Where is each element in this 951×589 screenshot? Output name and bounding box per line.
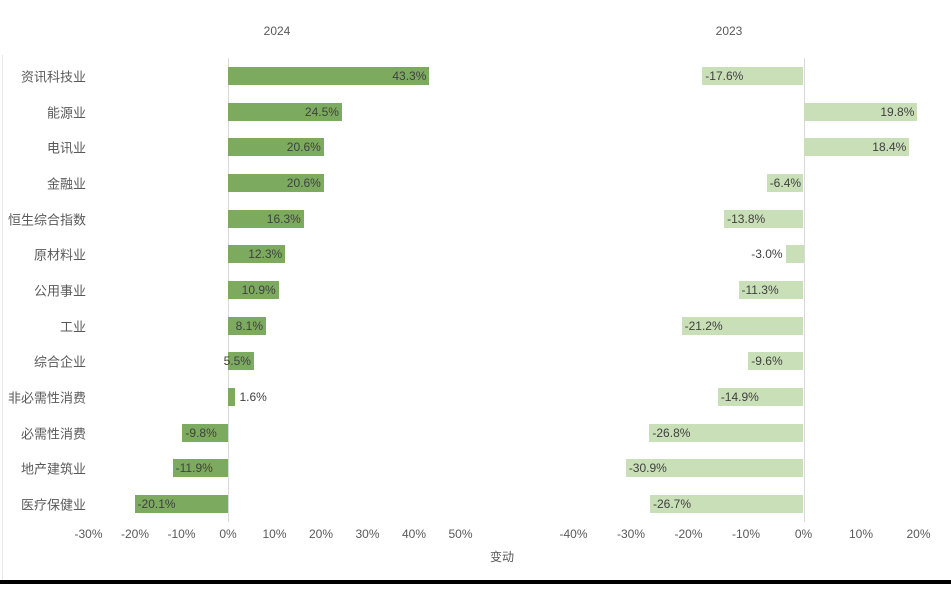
bar-value-label: 24.5% bbox=[304, 104, 339, 119]
bar bbox=[228, 102, 342, 121]
bar-value-label: -20.1% bbox=[137, 497, 176, 512]
x-axis-label: 变动 bbox=[489, 550, 515, 564]
bar bbox=[649, 495, 804, 514]
bar bbox=[625, 459, 804, 478]
bar-value-label: -3.0% bbox=[751, 247, 783, 262]
bar-value-label: 20.6% bbox=[286, 140, 321, 155]
bar-value-label: 8.1% bbox=[235, 318, 264, 333]
bar bbox=[228, 245, 286, 264]
bar-value-label: -6.4% bbox=[769, 175, 802, 190]
category-label: 医疗保健业 bbox=[20, 497, 86, 513]
x-tick-label: 20% bbox=[906, 527, 931, 541]
left-border-line bbox=[2, 55, 3, 580]
bar-value-label: -21.2% bbox=[684, 318, 723, 333]
x-tick-label: -20% bbox=[120, 527, 150, 541]
bar bbox=[748, 352, 804, 371]
bar bbox=[724, 209, 804, 228]
category-label: 金融业 bbox=[46, 176, 86, 192]
bar-value-label: -26.8% bbox=[652, 425, 691, 440]
x-tick-label: -40% bbox=[559, 527, 588, 541]
x-tick-label: -20% bbox=[674, 527, 703, 541]
bar-value-label: 20.6% bbox=[286, 175, 321, 190]
bar-value-label: 18.4% bbox=[872, 140, 907, 155]
bar-value-label: 10.9% bbox=[241, 283, 276, 297]
bar bbox=[702, 66, 804, 85]
x-tick-label: 30% bbox=[355, 527, 380, 541]
bar bbox=[766, 173, 804, 192]
category-label: 原材料业 bbox=[33, 247, 86, 263]
x-tick-label: -30% bbox=[616, 527, 646, 541]
bar-value-label: -11.3% bbox=[741, 283, 779, 297]
bar-value-label: -13.8% bbox=[727, 211, 766, 226]
bar-value-label: 16.3% bbox=[266, 211, 301, 226]
bar bbox=[182, 423, 228, 442]
category-label: 工业 bbox=[59, 319, 86, 335]
category-label: 能源业 bbox=[46, 105, 86, 121]
bar-value-label: -11.9% bbox=[175, 461, 213, 476]
bar-value-label: 19.8% bbox=[880, 104, 915, 119]
x-tick-label: 50% bbox=[448, 527, 473, 541]
bar bbox=[803, 102, 918, 121]
bar bbox=[786, 245, 804, 264]
category-label: 恒生综合指数 bbox=[7, 212, 86, 228]
x-tick-label: 0% bbox=[794, 527, 813, 541]
bar-value-label: -14.9% bbox=[720, 390, 759, 405]
chart-title-2023: 2023 bbox=[715, 24, 743, 38]
category-label: 地产建筑业 bbox=[20, 461, 86, 477]
category-label: 非必需性消费 bbox=[7, 390, 86, 406]
bar-value-label: -9.8% bbox=[185, 425, 217, 440]
zero-axis-line bbox=[803, 58, 805, 522]
bar bbox=[803, 138, 910, 157]
category-label: 公用事业 bbox=[33, 283, 86, 299]
bar bbox=[738, 281, 804, 299]
category-label: 综合企业 bbox=[33, 354, 86, 370]
bar bbox=[228, 209, 304, 228]
chart-title-2024: 2024 bbox=[263, 24, 291, 38]
bar-value-label: -30.9% bbox=[628, 461, 667, 476]
bar bbox=[717, 388, 804, 407]
bar bbox=[228, 316, 266, 335]
category-label: 资讯科技业 bbox=[20, 69, 86, 85]
bar-value-label: 1.6% bbox=[239, 390, 267, 405]
bar bbox=[649, 423, 804, 442]
bar-value-label: 43.3% bbox=[392, 68, 427, 83]
bottom-divider bbox=[0, 580, 951, 584]
bar-value-label: 12.3% bbox=[248, 247, 283, 262]
x-tick-label: 40% bbox=[401, 527, 427, 541]
bar bbox=[681, 316, 804, 335]
bar-value-label: -17.6% bbox=[705, 68, 744, 83]
bar bbox=[228, 138, 324, 157]
x-tick-label: -10% bbox=[731, 527, 761, 541]
x-tick-label: 20% bbox=[308, 527, 334, 541]
bar bbox=[172, 459, 228, 478]
x-tick-label: -10% bbox=[167, 527, 196, 541]
bar-value-label: 5.5% bbox=[223, 354, 251, 369]
bar bbox=[228, 281, 279, 299]
bar bbox=[228, 66, 430, 85]
bar bbox=[228, 352, 254, 371]
bar-value-label: -26.7% bbox=[652, 497, 691, 512]
x-tick-label: 0% bbox=[219, 527, 237, 541]
bar bbox=[134, 495, 228, 514]
bar bbox=[228, 173, 324, 192]
bar bbox=[228, 388, 236, 407]
x-tick-label: 10% bbox=[848, 527, 874, 541]
x-tick-label: -30% bbox=[74, 527, 103, 541]
category-label: 电讯业 bbox=[46, 140, 86, 156]
bar-value-label: -9.6% bbox=[751, 354, 783, 369]
category-label: 必需性消费 bbox=[20, 426, 86, 442]
x-tick-label: 10% bbox=[262, 527, 287, 541]
